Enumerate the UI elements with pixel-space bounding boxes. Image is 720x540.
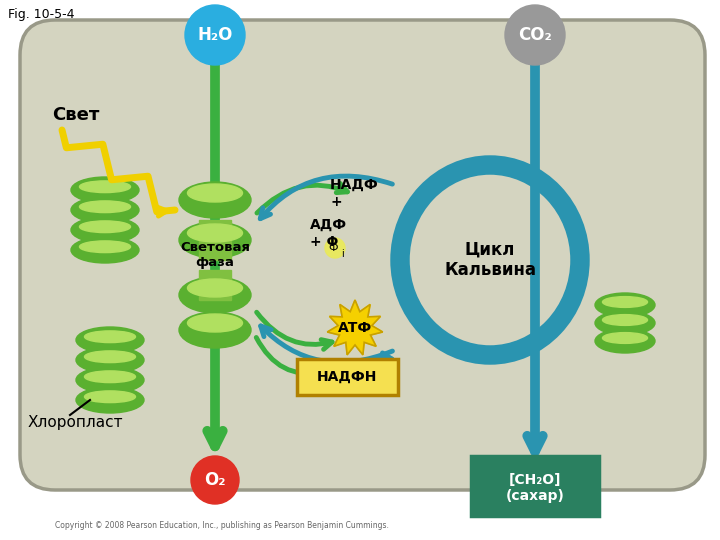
Ellipse shape [71, 237, 139, 263]
Ellipse shape [71, 177, 139, 203]
Ellipse shape [595, 311, 655, 335]
Ellipse shape [187, 184, 243, 202]
Text: НАДФН: НАДФН [317, 370, 377, 384]
Text: АТФ: АТФ [338, 321, 372, 335]
Ellipse shape [603, 296, 647, 307]
Ellipse shape [603, 315, 647, 326]
Ellipse shape [71, 217, 139, 243]
Ellipse shape [84, 351, 135, 362]
FancyBboxPatch shape [20, 20, 705, 490]
Ellipse shape [179, 182, 251, 218]
Circle shape [191, 456, 239, 504]
Ellipse shape [76, 327, 144, 353]
Text: Световая
фаза: Световая фаза [180, 241, 250, 269]
Ellipse shape [179, 312, 251, 348]
Text: Цикл
Кальвина: Цикл Кальвина [444, 241, 536, 279]
Text: Fig. 10-5-4: Fig. 10-5-4 [8, 8, 74, 21]
Ellipse shape [595, 293, 655, 317]
Text: Хлоропласт: Хлоропласт [28, 415, 124, 429]
Ellipse shape [84, 371, 135, 383]
Text: O₂: O₂ [204, 471, 226, 489]
Ellipse shape [79, 221, 130, 233]
Ellipse shape [187, 314, 243, 332]
Text: НАДФ: НАДФ [330, 178, 379, 192]
Text: [CH₂O]
(сахар): [CH₂O] (сахар) [505, 473, 564, 503]
FancyBboxPatch shape [297, 359, 398, 395]
Text: H₂O: H₂O [197, 26, 233, 44]
Ellipse shape [187, 224, 243, 242]
Text: Ф: Ф [328, 243, 338, 253]
Circle shape [505, 5, 565, 65]
Ellipse shape [76, 387, 144, 413]
Ellipse shape [179, 222, 251, 258]
Ellipse shape [71, 197, 139, 223]
Ellipse shape [84, 391, 135, 403]
Polygon shape [328, 300, 383, 355]
Text: Свет: Свет [52, 106, 99, 124]
Ellipse shape [187, 279, 243, 297]
Ellipse shape [595, 329, 655, 353]
Bar [199, 270, 231, 300]
Ellipse shape [603, 333, 647, 343]
Ellipse shape [79, 241, 130, 253]
Text: i: i [341, 249, 344, 259]
Ellipse shape [76, 347, 144, 373]
Text: +: + [330, 195, 341, 209]
Circle shape [325, 238, 345, 258]
Text: АДФ: АДФ [310, 218, 347, 232]
Ellipse shape [179, 277, 251, 313]
Text: + Φ: + Φ [310, 235, 338, 249]
Ellipse shape [79, 201, 130, 213]
FancyBboxPatch shape [471, 456, 599, 516]
Bar [199, 220, 231, 260]
Ellipse shape [76, 367, 144, 393]
Ellipse shape [84, 331, 135, 342]
Text: Copyright © 2008 Pearson Education, Inc., publishing as Pearson Benjamin Cumming: Copyright © 2008 Pearson Education, Inc.… [55, 521, 389, 530]
Ellipse shape [79, 181, 130, 193]
Circle shape [185, 5, 245, 65]
Text: CO₂: CO₂ [518, 26, 552, 44]
